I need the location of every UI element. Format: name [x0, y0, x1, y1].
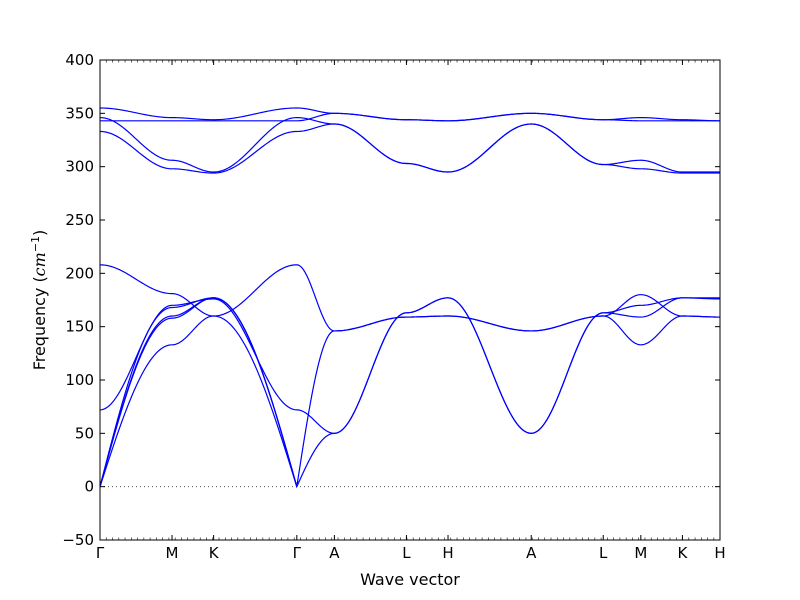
y-tick-label: 250 [65, 211, 94, 229]
y-tick-label: 200 [65, 264, 94, 282]
y-tick-label: 300 [65, 158, 94, 176]
band-line [99, 264, 720, 346]
band-line [99, 297, 298, 487]
band-line [99, 116, 720, 173]
band-line [99, 107, 720, 122]
x-tick-label: Γ [293, 544, 302, 562]
x-tick-label: H [714, 544, 725, 562]
y-axis-ticks: −50 0 50 100 150 200 250 300 350 400 [62, 51, 720, 549]
x-tick-label: L [402, 544, 411, 562]
y-tick-label: 400 [65, 51, 94, 69]
x-tick-label: A [526, 544, 537, 562]
band-line [99, 315, 298, 487]
y-axis-unit-exponent: −1 [29, 236, 42, 252]
x-tick-label: Γ [96, 544, 105, 562]
band-line [99, 294, 720, 487]
band-line [99, 297, 720, 489]
y-axis-unit: cm [30, 252, 49, 276]
band-line [99, 297, 720, 434]
y-axis-label-text: Frequency [30, 288, 49, 371]
x-tick-label: L [599, 544, 608, 562]
x-tick-label: K [209, 544, 220, 562]
x-tick-label: K [677, 544, 688, 562]
x-tick-label: H [442, 544, 453, 562]
y-tick-label: 150 [65, 318, 94, 336]
bands [99, 107, 720, 489]
y-tick-label: 350 [65, 104, 94, 122]
y-axis-label: Frequency (cm−1) [29, 230, 49, 371]
plot-frame [99, 59, 721, 541]
y-tick-label: 0 [84, 478, 94, 496]
x-tick-label: M [634, 544, 647, 562]
x-axis-label: Wave vector [360, 570, 460, 589]
y-tick-label: 50 [75, 424, 94, 442]
y-tick-label: −50 [62, 531, 94, 549]
x-tick-label: M [166, 544, 179, 562]
y-tick-label: 100 [65, 371, 94, 389]
x-tick-label: A [329, 544, 340, 562]
